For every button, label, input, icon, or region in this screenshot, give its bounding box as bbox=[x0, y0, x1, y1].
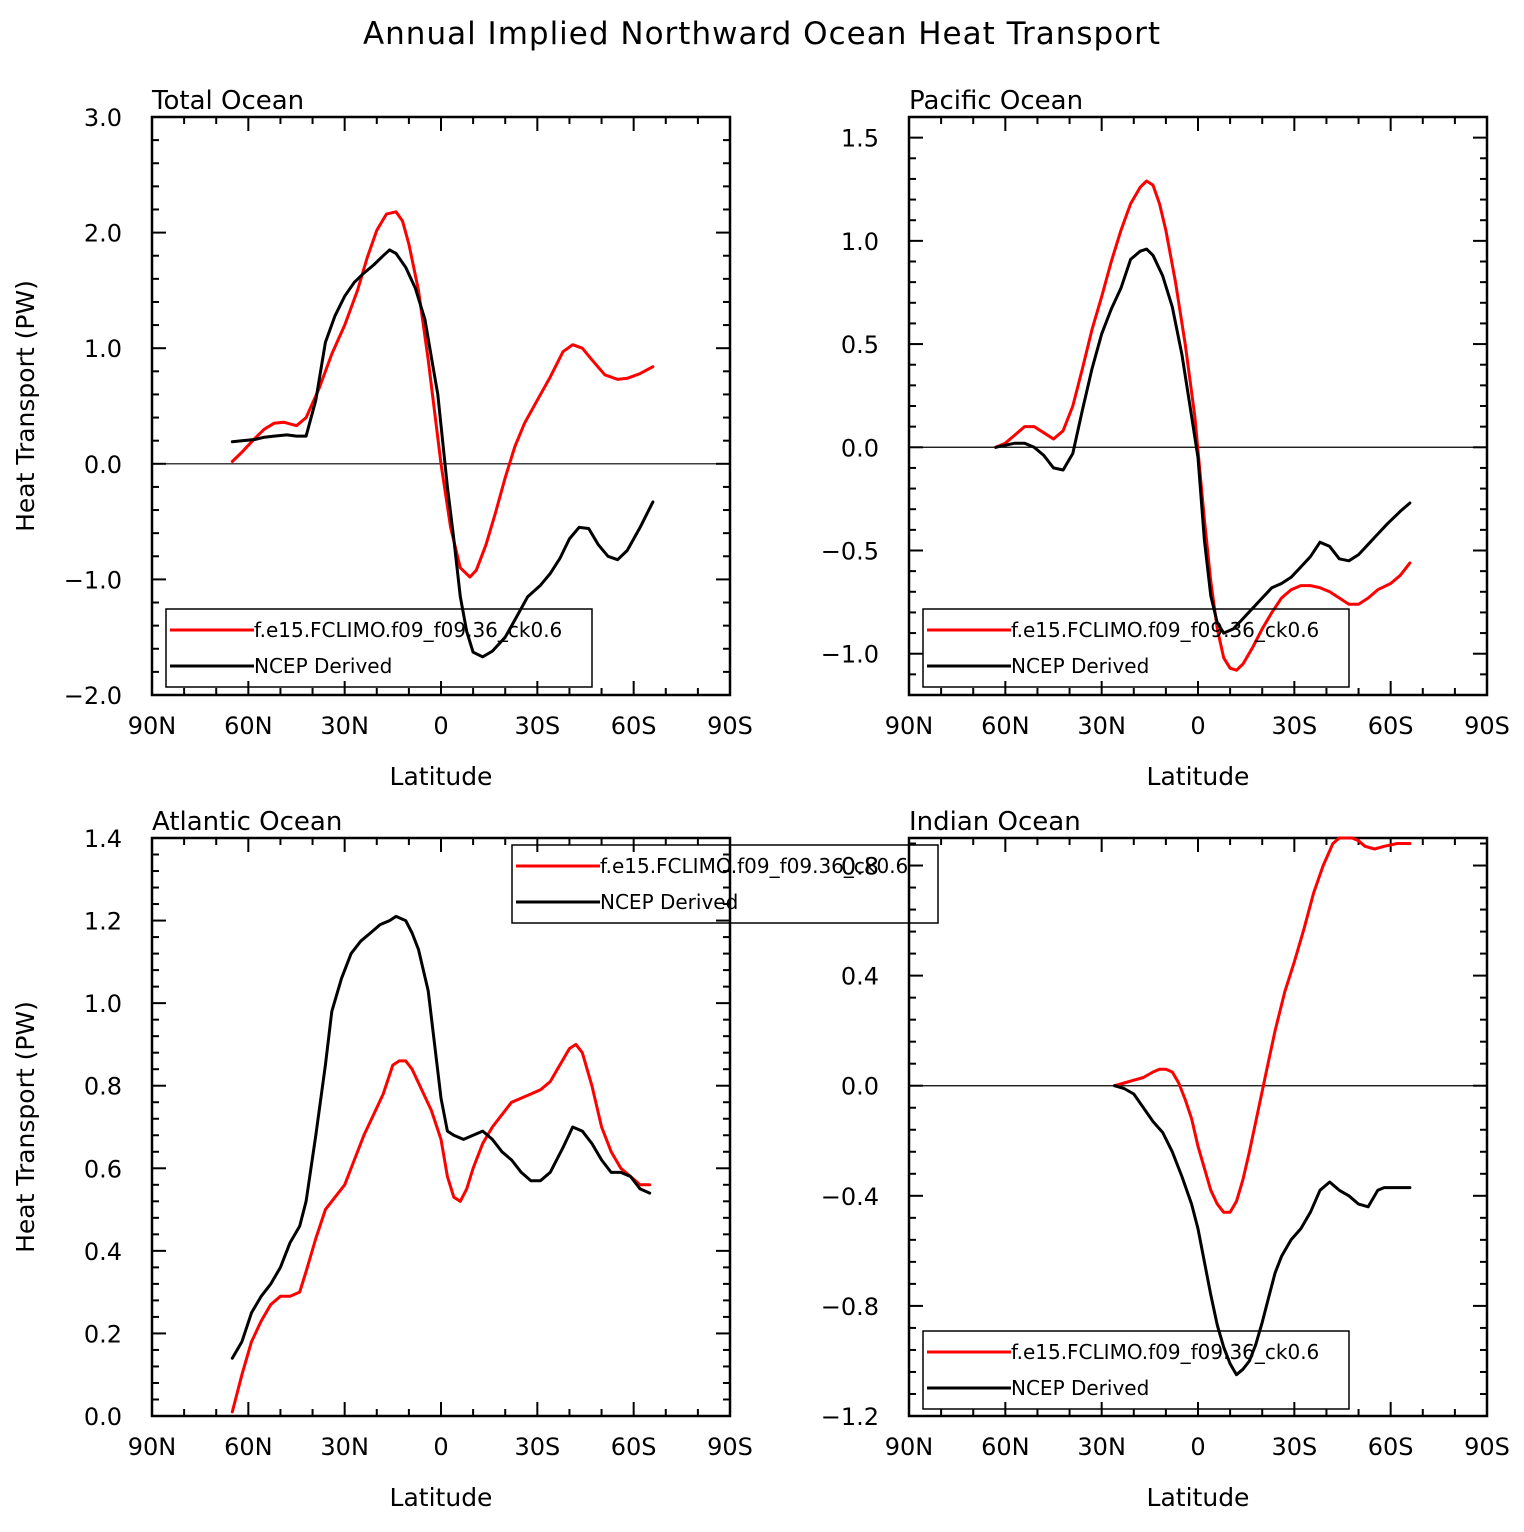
panels: Total Ocean 90N 60N 30N 0 30S 60S 90S −2.0 −1.0 0.… bbox=[11, 86, 1510, 1512]
y-tick-label: −1.2 bbox=[821, 1403, 879, 1431]
panel-title: Pacific Ocean bbox=[909, 86, 1083, 116]
legend-box bbox=[511, 844, 939, 924]
chart-panel-0: Total Ocean 90N 60N 30N 0 30S 60S 90S −2.0 −1.0 0.… bbox=[11, 86, 753, 791]
plot-frame bbox=[907, 836, 1489, 1418]
x-tick-label: 90S bbox=[1464, 712, 1510, 740]
series-line-model bbox=[1113, 836, 1412, 1214]
y-tick-label: −0.8 bbox=[821, 1293, 879, 1321]
x-tick-label: 90N bbox=[885, 712, 934, 740]
panel-title: Total Ocean bbox=[151, 86, 304, 116]
y-tick-label: 0.6 bbox=[84, 1155, 122, 1183]
x-tick-label: 60N bbox=[224, 712, 273, 740]
legend-label: NCEP Derived bbox=[254, 654, 392, 678]
panel-title: Atlantic Ocean bbox=[152, 807, 342, 837]
y-tick-label: 1.0 bbox=[84, 990, 122, 1018]
x-axis-label: Latitude bbox=[390, 762, 493, 791]
x-tick-label: 30S bbox=[1271, 1433, 1317, 1461]
chart-panel-3: Indian Ocean 90N 60N 30N 0 30S 60S 90S −1.2 −0.8 −… bbox=[821, 807, 1510, 1512]
x-tick-label: 30S bbox=[514, 1433, 560, 1461]
y-tick-label: 0.0 bbox=[841, 434, 879, 462]
y-axis-label: Heat Transport (PW) bbox=[11, 1001, 40, 1253]
y-tick-label: 3.0 bbox=[84, 104, 122, 132]
x-tick-label: 90N bbox=[128, 1433, 177, 1461]
series-line-ncep bbox=[1113, 1084, 1412, 1377]
x-tick-label: 60N bbox=[981, 1433, 1030, 1461]
y-tick-label: 0.4 bbox=[84, 1238, 122, 1266]
y-axis-label: Heat Transport (PW) bbox=[11, 280, 40, 532]
legend-box bbox=[922, 1330, 1350, 1410]
y-tick-label: −2.0 bbox=[64, 682, 122, 710]
legend-box bbox=[165, 608, 593, 688]
y-tick-label: 0.8 bbox=[84, 1073, 122, 1101]
y-tick-label: 1.0 bbox=[84, 335, 122, 363]
x-tick-label: 30N bbox=[320, 712, 369, 740]
x-tick-label: 0 bbox=[433, 712, 448, 740]
legend-label: NCEP Derived bbox=[1011, 1376, 1149, 1400]
x-tick-label: 0 bbox=[1190, 712, 1205, 740]
y-tick-label: 0.0 bbox=[84, 1403, 122, 1431]
series-line-ncep bbox=[230, 248, 655, 659]
series-line-model bbox=[230, 1042, 652, 1414]
legend: f.e15.FCLIMO.f09_f09.36_ck0.6 NCEP Derive… bbox=[922, 608, 1350, 688]
y-tick-label: 0.4 bbox=[841, 963, 879, 991]
y-tick-label: −1.0 bbox=[64, 566, 122, 594]
y-tick-label: 0.0 bbox=[841, 1073, 879, 1101]
y-tick-label: 0.8 bbox=[841, 853, 879, 881]
chart-panel-1: Pacific Ocean 90N 60N 30N 0 30S 60S 90S −1.0 −0.5… bbox=[821, 86, 1510, 791]
legend-label: NCEP Derived bbox=[1011, 654, 1149, 678]
panel-title: Indian Ocean bbox=[909, 807, 1081, 837]
x-axis-label: Latitude bbox=[1147, 1483, 1250, 1512]
y-tick-label: 1.0 bbox=[841, 228, 879, 256]
x-tick-label: 30S bbox=[514, 712, 560, 740]
y-tick-label: 1.4 bbox=[84, 825, 122, 853]
x-tick-label: 60S bbox=[611, 1433, 657, 1461]
x-axis-label: Latitude bbox=[1147, 762, 1250, 791]
x-tick-label: 60S bbox=[1368, 712, 1414, 740]
x-tick-label: 60S bbox=[611, 712, 657, 740]
x-tick-label: 90S bbox=[1464, 1433, 1510, 1461]
x-tick-label: 90S bbox=[707, 1433, 753, 1461]
x-tick-label: 30N bbox=[1077, 1433, 1126, 1461]
x-axis-label: Latitude bbox=[390, 1483, 493, 1512]
x-tick-label: 0 bbox=[1190, 1433, 1205, 1461]
x-tick-label: 30N bbox=[320, 1433, 369, 1461]
y-tick-label: 0.5 bbox=[841, 331, 879, 359]
legend: f.e15.FCLIMO.f09_f09.36_ck0.6 NCEP Derive… bbox=[922, 1330, 1350, 1410]
legend: f.e15.FCLIMO.f09_f09.36_ck0.6 NCEP Derive… bbox=[511, 844, 939, 924]
legend-label: f.e15.FCLIMO.f09_f09.36_ck0.6 bbox=[254, 618, 562, 642]
legend-label: f.e15.FCLIMO.f09_f09.36_ck0.6 bbox=[600, 854, 908, 878]
figure-title: Annual Implied Northward Ocean Heat Tran… bbox=[363, 16, 1161, 52]
y-tick-label: −1.0 bbox=[821, 641, 879, 669]
series-line-ncep bbox=[994, 247, 1412, 635]
y-tick-label: 1.5 bbox=[841, 125, 879, 153]
legend-label: f.e15.FCLIMO.f09_f09.36_ck0.6 bbox=[1011, 1340, 1319, 1364]
legend: f.e15.FCLIMO.f09_f09.36_ck0.6 NCEP Derive… bbox=[165, 608, 593, 688]
x-tick-label: 90N bbox=[885, 1433, 934, 1461]
y-tick-label: 2.0 bbox=[84, 220, 122, 248]
x-tick-label: 0 bbox=[433, 1433, 448, 1461]
series-line-model bbox=[230, 210, 655, 579]
plot-frame bbox=[150, 836, 732, 1418]
series-line-model bbox=[994, 179, 1412, 672]
series-line-ncep bbox=[230, 914, 652, 1360]
y-tick-label: −0.5 bbox=[821, 538, 879, 566]
y-tick-label: 0.2 bbox=[84, 1320, 122, 1348]
legend-box bbox=[922, 608, 1350, 688]
x-tick-label: 30N bbox=[1077, 712, 1126, 740]
x-tick-label: 60N bbox=[224, 1433, 273, 1461]
x-tick-label: 90S bbox=[707, 712, 753, 740]
y-tick-label: 0.0 bbox=[84, 451, 122, 479]
x-tick-label: 30S bbox=[1271, 712, 1317, 740]
y-tick-label: −0.4 bbox=[821, 1183, 879, 1211]
x-tick-label: 60N bbox=[981, 712, 1030, 740]
x-tick-label: 90N bbox=[128, 712, 177, 740]
chart-panel-2: Atlantic Ocean 90N 60N 30N 0 30S 60S 90S 0.0 0.2 0… bbox=[11, 807, 939, 1512]
legend-label: NCEP Derived bbox=[600, 890, 738, 914]
x-tick-label: 60S bbox=[1368, 1433, 1414, 1461]
y-tick-label: 1.2 bbox=[84, 908, 122, 936]
legend-label: f.e15.FCLIMO.f09_f09.36_ck0.6 bbox=[1011, 618, 1319, 642]
